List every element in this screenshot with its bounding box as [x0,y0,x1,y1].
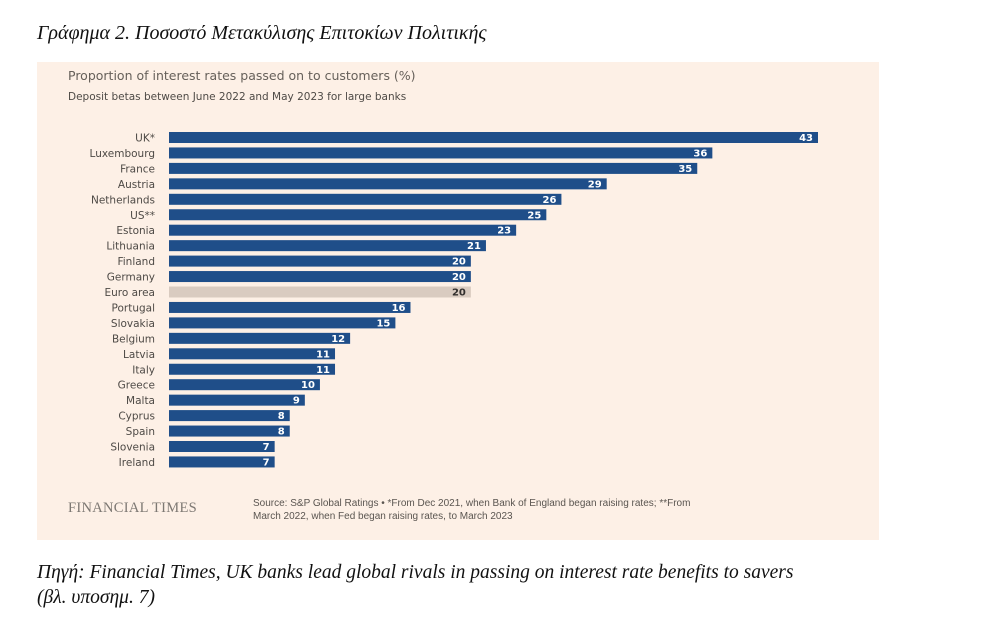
chart-subtitle: Deposit betas between June 2022 and May … [68,91,407,103]
chart-panel: Proportion of interest rates passed on t… [37,62,879,540]
value-label-estonia: 23 [497,226,511,237]
value-label-malta: 9 [293,396,300,407]
chart-title: Proportion of interest rates passed on t… [68,68,416,83]
value-label-slovenia: 7 [263,442,270,453]
bar-malta [169,394,305,406]
category-label-finland: Finland [117,256,155,268]
bar-luxembourg [169,147,713,159]
category-label-ireland: Ireland [119,457,155,469]
caption-line-2: (βλ. υποσημ. 7) [37,587,155,608]
category-label-austria: Austria [118,179,155,191]
source-line-1: Source: S&P Global Ratings • *From Dec 2… [253,498,691,509]
category-label-estonia: Estonia [116,225,155,237]
figure-caption: Πηγή: Financial Times, UK banks lead glo… [37,560,937,610]
category-label-euro-area: Euro area [104,287,155,299]
bar-slovenia [169,441,275,452]
financial-times-logo: FINANCIAL TIMES [68,500,197,516]
bar-finland [169,255,471,267]
bar-latvia [169,348,336,360]
value-label-france: 35 [678,164,692,175]
value-label-germany: 20 [452,272,466,283]
value-label-latvia: 11 [316,349,330,360]
bar-france [169,162,698,174]
value-label-spain: 8 [278,427,285,438]
bar-euro-area [169,286,471,298]
bar-uk [169,132,818,143]
source-line-2: March 2022, when Fed began raising rates… [253,511,513,522]
value-label-finland: 20 [452,257,466,268]
bar-netherlands [169,193,562,205]
category-label-uk: UK* [135,133,155,145]
value-label-luxembourg: 36 [693,148,707,159]
value-label-greece: 10 [301,380,315,391]
bar-austria [169,178,607,190]
bar-lithuania [169,240,486,252]
category-label-france: France [120,163,155,175]
category-label-lithuania: Lithuania [106,241,155,253]
value-label-cyprus: 8 [278,411,285,422]
category-label-slovakia: Slovakia [111,318,155,330]
value-label-netherlands: 26 [542,195,556,206]
bar-belgium [169,332,351,344]
bar-us [169,209,547,221]
bar-ireland [169,456,275,468]
value-label-austria: 29 [588,179,602,190]
value-label-belgium: 12 [331,334,345,345]
bar-chart: UK* 43 Luxembourg 36 France 35 Austria 29 Nether… [90,132,818,469]
bar-cyprus [169,410,290,422]
category-label-italy: Italy [132,364,155,376]
category-label-germany: Germany [107,272,155,284]
category-label-slovenia: Slovenia [110,442,155,454]
figure-title: Γράφημα 2. Ποσοστό Μετακύλισης Επιτοκίων… [37,22,487,44]
value-label-lithuania: 21 [467,241,481,252]
category-label-belgium: Belgium [112,333,155,345]
value-label-italy: 11 [316,365,330,376]
value-label-ireland: 7 [263,457,270,468]
caption-line-1: Πηγή: Financial Times, UK banks lead glo… [37,562,794,583]
value-label-us: 25 [527,210,541,221]
category-label-latvia: Latvia [123,349,155,361]
category-label-netherlands: Netherlands [91,194,155,206]
value-label-portugal: 16 [392,303,406,314]
bar-greece [169,379,320,391]
value-label-slovakia: 15 [376,318,390,329]
category-label-portugal: Portugal [112,302,156,314]
category-label-cyprus: Cyprus [118,411,155,423]
value-label-uk: 43 [799,133,813,144]
bar-estonia [169,224,517,236]
bar-slovakia [169,317,396,329]
category-label-malta: Malta [126,395,155,407]
value-label-euro-area: 20 [452,288,466,299]
category-label-greece: Greece [118,380,155,392]
bar-spain [169,425,290,437]
category-label-luxembourg: Luxembourg [90,148,155,160]
category-label-spain: Spain [126,426,155,438]
source-note: Source: S&P Global Ratings • *From Dec 2… [253,497,853,523]
category-label-us: US** [130,210,155,222]
bar-portugal [169,301,411,313]
bar-germany [169,271,471,283]
bar-italy [169,363,336,375]
